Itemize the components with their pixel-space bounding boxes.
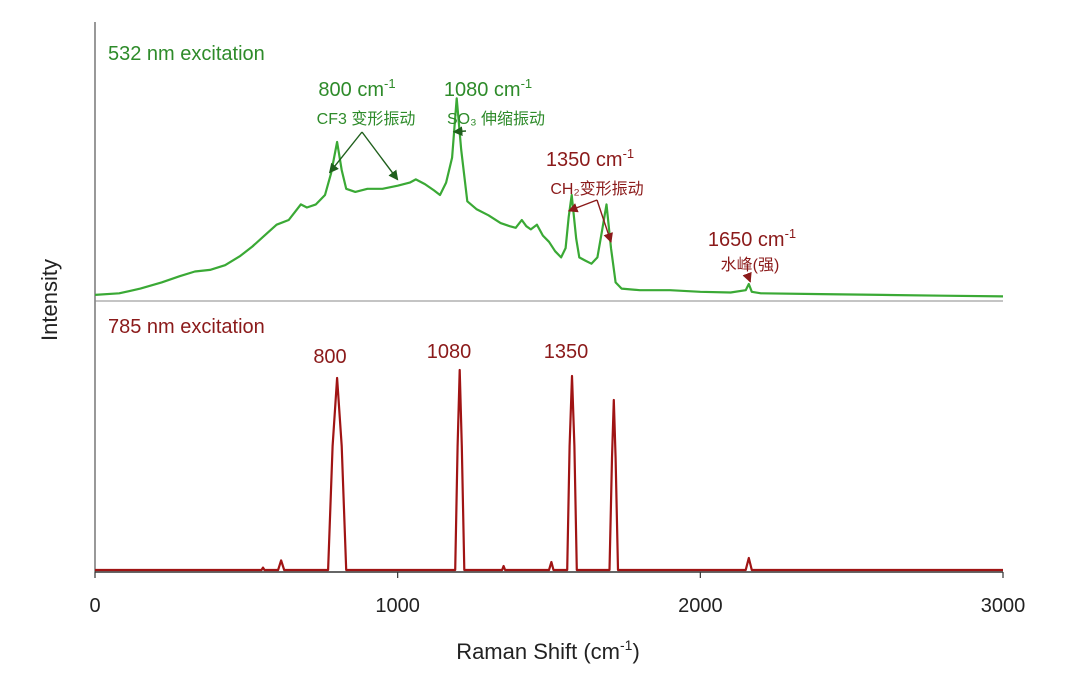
peak-label-1350: 1350 (544, 341, 589, 363)
x-tick-label: 3000 (981, 595, 1026, 617)
svg-text:CH₂变形振动: CH₂变形振动 (550, 180, 643, 198)
peak-label-1080: 1080 (427, 341, 472, 363)
svg-text:1650 cm-1: 1650 cm-1 (708, 226, 796, 251)
annotation-1650: 1650 cm-1 水峰(强) (708, 226, 796, 274)
svg-text:1080 cm-1: 1080 cm-1 (444, 76, 532, 101)
annotation-arrows (328, 126, 752, 283)
series-label-532: 532 nm excitation (108, 43, 265, 65)
x-axis-label: Raman Shift (cm-1) (456, 637, 640, 664)
arrow-g1650 (742, 271, 752, 283)
arrow-g1350 (567, 199, 598, 213)
x-tick-label: 1000 (375, 595, 420, 617)
annotation-1350: 1350 cm-1 CH₂变形振动 (546, 146, 644, 198)
arrow-g1350 (596, 199, 613, 244)
svg-text:CF3 变形振动: CF3 变形振动 (317, 110, 416, 128)
arrow-g800 (328, 131, 363, 174)
svg-text:800 cm-1: 800 cm-1 (318, 76, 395, 101)
peak-label-800: 800 (313, 346, 346, 368)
x-tick-label: 0 (89, 595, 100, 617)
svg-text:1350 cm-1: 1350 cm-1 (546, 146, 634, 171)
y-axis-label: Intensity (37, 259, 62, 341)
annotation-800: 800 cm-1 CF3 变形振动 (317, 76, 416, 128)
svg-text:SO₃ 伸缩振动: SO₃ 伸缩振动 (447, 110, 545, 128)
x-ticks: 0 1000 2000 3000 (89, 572, 1025, 617)
series-line-785 (95, 368, 1003, 572)
series-label-785: 785 nm excitation (108, 316, 265, 338)
x-tick-label: 2000 (678, 595, 723, 617)
series-line-532 (94, 97, 1004, 298)
annotation-1080: 1080 cm-1 SO₃ 伸缩振动 (444, 76, 545, 128)
svg-text:水峰(强): 水峰(强) (721, 256, 780, 274)
arrow-g800 (361, 131, 399, 181)
arrow-g1080 (452, 126, 467, 137)
